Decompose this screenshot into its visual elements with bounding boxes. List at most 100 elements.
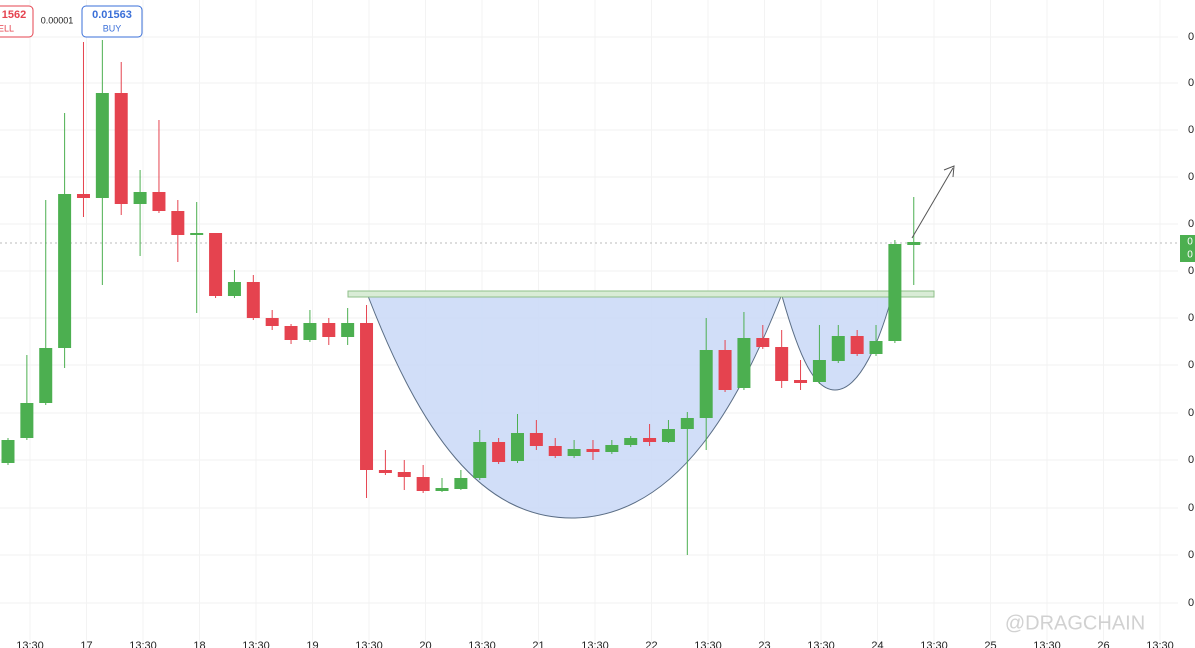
candle-body — [303, 323, 317, 340]
x-tick-label: 21 — [532, 640, 544, 648]
candle-body — [869, 341, 883, 354]
candle-body — [265, 318, 279, 326]
candle-body — [831, 336, 845, 361]
candle-body — [114, 93, 128, 204]
price-tag-text: 0 — [1187, 250, 1193, 261]
x-tick-label: 17 — [80, 640, 92, 648]
candle-body — [473, 442, 487, 478]
candle-body — [643, 438, 657, 442]
candle-body — [718, 350, 732, 390]
x-tick-label: 22 — [645, 640, 657, 648]
candle-body — [152, 192, 166, 211]
candle-body — [454, 478, 468, 489]
y-tick-label: 0 — [1188, 77, 1194, 89]
x-tick-label: 13:30 — [807, 640, 835, 648]
buy-price: 0.01563 — [92, 9, 132, 21]
candle-body — [1, 440, 15, 463]
y-tick-label: 0 — [1188, 265, 1194, 277]
sell-label: ELL — [0, 23, 14, 33]
arrow-head — [943, 165, 955, 178]
candle-body — [20, 403, 34, 438]
candle-body — [548, 446, 562, 456]
y-tick-label: 0 — [1188, 124, 1194, 136]
candle-body — [529, 433, 543, 446]
y-tick-label: 0 — [1188, 171, 1194, 183]
candle-body — [624, 438, 638, 445]
price-tag — [1180, 235, 1195, 262]
candle-body — [510, 433, 524, 461]
candle-body — [378, 470, 392, 473]
candle-body — [567, 449, 581, 456]
y-tick-label: 0 — [1188, 454, 1194, 466]
candle-body — [341, 323, 355, 337]
candle-body — [756, 338, 770, 347]
x-tick-label: 13:30 — [581, 640, 609, 648]
candle-body — [209, 233, 223, 296]
price-tag-text: 0 — [1187, 237, 1193, 248]
resistance-zone — [347, 290, 935, 298]
candle-body — [227, 282, 241, 296]
candle-body — [661, 429, 675, 442]
candle-body — [322, 323, 336, 337]
candle-body — [699, 350, 713, 418]
x-tick-label: 13:30 — [1033, 640, 1061, 648]
x-tick-label: 25 — [984, 640, 996, 648]
x-tick-label: 20 — [419, 640, 431, 648]
x-tick-label: 18 — [193, 640, 205, 648]
candle-body — [907, 242, 921, 245]
x-tick-label: 19 — [306, 640, 318, 648]
candle-body — [605, 445, 619, 452]
candle-body — [58, 194, 72, 348]
candle-body — [190, 233, 204, 235]
y-tick-label: 0 — [1188, 218, 1194, 230]
buy-box[interactable] — [81, 5, 143, 38]
candle-body — [360, 323, 374, 470]
buy-label: BUY — [103, 23, 122, 33]
x-tick-label: 13:30 — [694, 640, 722, 648]
x-tick-label: 13:30 — [355, 640, 383, 648]
x-tick-label: 13:30 — [920, 640, 948, 648]
candle-body — [775, 347, 789, 381]
x-tick-label: 13:30 — [468, 640, 496, 648]
x-tick-label: 13:30 — [242, 640, 270, 648]
x-tick-label: 13:30 — [16, 640, 44, 648]
watermark: @DRAGCHAIN — [1005, 612, 1145, 634]
y-tick-label: 0 — [1188, 502, 1194, 514]
candle-body — [680, 418, 694, 429]
sell-box[interactable] — [0, 5, 34, 38]
spread: 0.00001 — [41, 15, 74, 25]
candle-body — [171, 211, 185, 235]
x-tick-label: 24 — [871, 640, 883, 648]
candle-body — [737, 338, 751, 388]
y-tick-label: 0 — [1188, 549, 1194, 561]
x-tick-label: 13:30 — [129, 640, 157, 648]
candle-body — [850, 336, 864, 354]
candle-body — [397, 472, 411, 477]
candle-body — [586, 449, 600, 452]
x-tick-label: 26 — [1097, 640, 1109, 648]
y-tick-label: 0 — [1188, 359, 1194, 371]
x-tick-label: 23 — [758, 640, 770, 648]
y-tick-label: 0 — [1188, 407, 1194, 419]
candle-body — [794, 380, 808, 383]
x-tick-label: 13:30 — [1146, 640, 1174, 648]
candle-body — [76, 194, 90, 198]
arrow-line — [911, 167, 954, 239]
candle-body — [812, 360, 826, 382]
y-tick-label: 0 — [1188, 597, 1194, 609]
candle-body — [284, 326, 298, 340]
candle-body — [246, 282, 260, 318]
candle-body — [39, 348, 53, 403]
candle-body — [416, 477, 430, 491]
sell-price: 1562 — [2, 9, 26, 21]
candle-body — [133, 192, 147, 204]
candle-body — [95, 93, 109, 198]
y-tick-label: 0 — [1188, 31, 1194, 43]
candles — [1, 40, 921, 555]
candle-body — [435, 488, 449, 491]
candle-body — [888, 244, 902, 341]
cup-shape — [367, 293, 783, 519]
y-tick-label: 0 — [1188, 312, 1194, 324]
